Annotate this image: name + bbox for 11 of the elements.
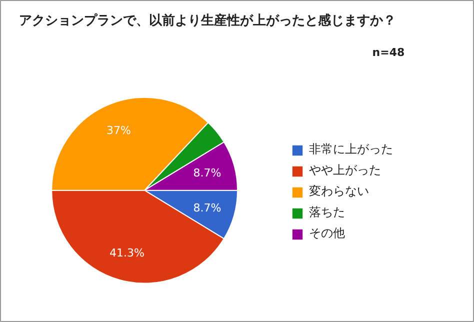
data-label: 37% [106, 124, 131, 138]
legend-label: 落ちた [309, 204, 345, 221]
legend-label: 変わらない [309, 183, 369, 200]
legend-label: その他 [309, 225, 345, 242]
legend-label: やや上がった [309, 162, 381, 179]
legend-label: 非常に上がった [309, 141, 393, 158]
text: n=48 [372, 46, 405, 60]
data-label: 8.7% [193, 201, 222, 214]
chart-title: アクションプランで、以前より生産性が上がったと感じますか？ [19, 12, 396, 28]
data-label: 41.3% [110, 246, 144, 260]
data-label: 8.7% [193, 166, 222, 180]
